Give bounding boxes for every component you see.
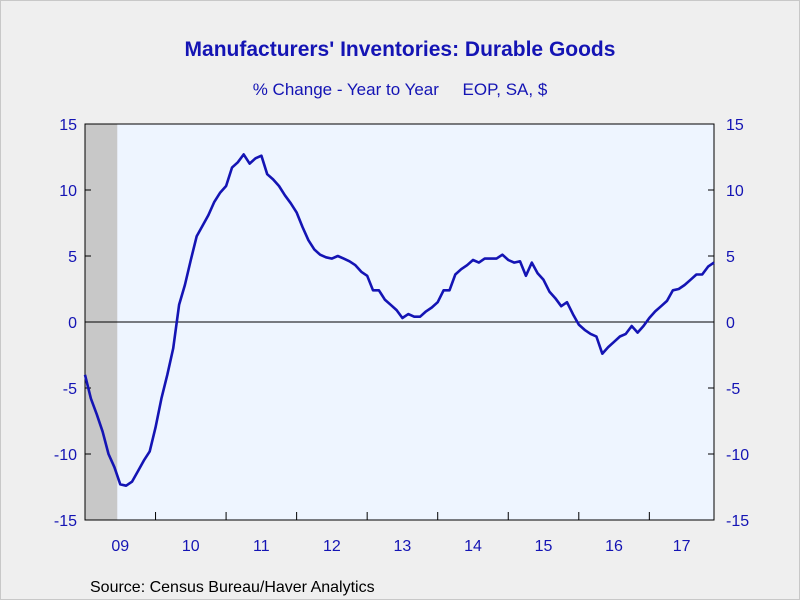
x-tick-label: 16 [605,538,623,555]
chart-subtitle: % Change - Year to Year EOP, SA, $ [252,80,548,99]
y-tick-label-right: -15 [726,513,749,530]
y-tick-label-right: 10 [726,183,744,200]
y-tick-label-left: 0 [68,315,77,332]
x-tick-label: 09 [111,538,129,555]
x-tick-label: 13 [394,538,412,555]
y-tick-label-left: -10 [54,447,77,464]
x-tick-label: 17 [673,538,691,555]
y-tick-label-left: 5 [68,249,77,266]
y-tick-label-left: 15 [59,117,77,134]
y-tick-label-right: -10 [726,447,749,464]
source-note: Source: Census Bureau/Haver Analytics [90,579,375,596]
y-tick-label-left: -5 [63,381,77,398]
x-tick-label: 10 [182,538,200,555]
x-tick-label: 12 [323,538,341,555]
y-tick-label-right: 0 [726,315,735,332]
y-tick-label-right: 5 [726,249,735,266]
x-tick-label: 15 [535,538,553,555]
y-tick-label-right: -5 [726,381,740,398]
x-tick-label: 14 [464,538,482,555]
y-tick-label-right: 15 [726,117,744,134]
x-tick-label: 11 [253,538,270,555]
y-tick-label-left: -15 [54,513,77,530]
chart-title: Manufacturers' Inventories: Durable Good… [184,38,616,61]
series-line [83,153,715,488]
y-tick-label-left: 10 [59,183,77,200]
